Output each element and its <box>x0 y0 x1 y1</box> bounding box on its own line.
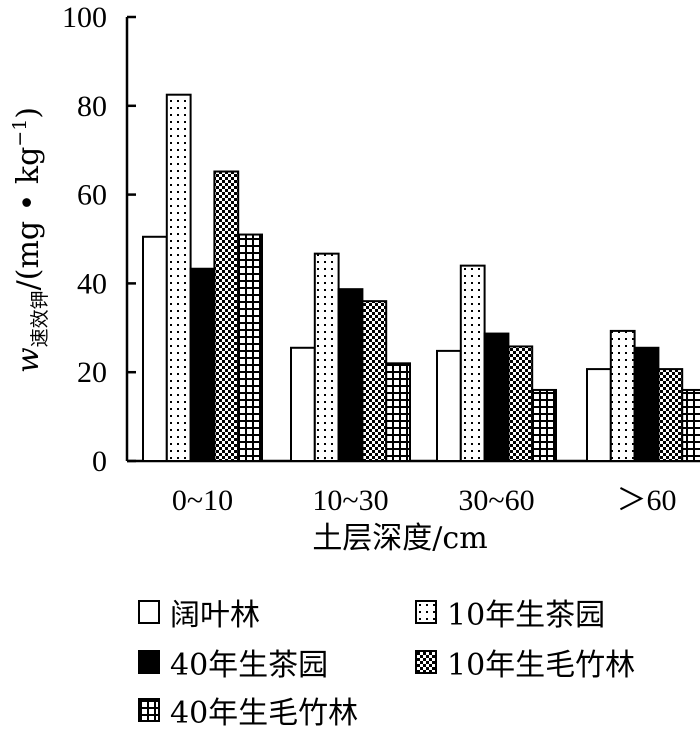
bar <box>633 346 660 462</box>
bar-chart: 0 20 40 60 80 100 0~10 10~30 30~60 ＞60 土层深度/cm w速… <box>9 1 700 556</box>
legend-item-tea-40yr: 40年生茶园 <box>138 640 328 684</box>
y-tick-label: 40 <box>77 267 107 300</box>
dotted-square-icon <box>415 600 437 624</box>
y-axis-title-close: ) <box>11 107 46 119</box>
bar <box>237 233 263 462</box>
bar <box>189 267 216 462</box>
filled-square-icon <box>138 650 160 674</box>
bar <box>213 170 240 462</box>
bar <box>290 346 316 462</box>
legend-item-bamboo-40yr: 40年生毛竹林 <box>138 688 358 732</box>
x-axis-title: 土层深度/cm <box>312 521 487 556</box>
grid-square-icon <box>138 698 160 722</box>
y-axis-title: w速效钾/(mg • kg−1) <box>9 107 51 373</box>
y-tick-label: 100 <box>62 1 107 34</box>
axes: 0 20 40 60 80 100 0~10 10~30 30~60 ＞60 <box>62 1 700 517</box>
bar <box>361 300 388 462</box>
x-tick-label: 30~60 <box>458 484 534 517</box>
y-tick-label: 80 <box>77 90 107 123</box>
axis-labels: 土层深度/cm w速效钾/(mg • kg−1) <box>9 107 488 556</box>
bar <box>385 362 412 463</box>
bar <box>657 368 684 463</box>
legend-label: 40年生茶园 <box>170 648 329 683</box>
dotted-square-fill <box>417 602 435 622</box>
bar <box>507 345 534 462</box>
bar <box>337 288 364 462</box>
legend-item-tea-10yr: 10年生茶园 <box>415 590 605 634</box>
bar <box>586 368 612 463</box>
grid-square-fill <box>140 700 158 720</box>
bar <box>483 332 510 462</box>
bar <box>609 329 636 462</box>
y-axis-title-main: w <box>11 347 46 373</box>
legend-label: 10年生茶园 <box>447 598 606 633</box>
legend-item-bamboo-10yr: 10年生毛竹林 <box>415 640 635 684</box>
y-tick-label: 20 <box>77 356 107 389</box>
bar <box>531 388 558 462</box>
y-axis-title-superscript: −1 <box>9 119 31 147</box>
x-tick-label: 0~10 <box>172 484 233 517</box>
bar <box>436 349 462 462</box>
y-tick-label: 0 <box>92 445 107 478</box>
legend-label: 40年生毛竹林 <box>170 696 359 731</box>
bar <box>681 388 700 462</box>
legend: 阔叶林 10年生茶园 40年生茶园 10年生毛竹林 40年生毛竹林 <box>0 580 700 732</box>
legend-label: 阔叶林 <box>170 598 260 633</box>
bar <box>165 93 192 462</box>
crosshatch-square-fill <box>417 652 435 672</box>
bar <box>142 235 168 462</box>
bar <box>459 264 486 463</box>
x-tick-label: ＞60 <box>617 484 677 517</box>
bars <box>142 93 700 463</box>
y-tick-label: 60 <box>77 179 107 212</box>
y-axis-title-unit: /(mg • kg <box>11 147 46 291</box>
open-square-icon <box>138 600 160 624</box>
legend-item-broadleaf: 阔叶林 <box>138 590 260 634</box>
bar <box>313 252 340 462</box>
crosshatch-square-icon <box>415 650 437 674</box>
x-tick-label: 10~30 <box>312 484 388 517</box>
legend-label: 10年生毛竹林 <box>447 648 636 683</box>
y-axis-title-subscript: 速效钾 <box>29 290 51 347</box>
